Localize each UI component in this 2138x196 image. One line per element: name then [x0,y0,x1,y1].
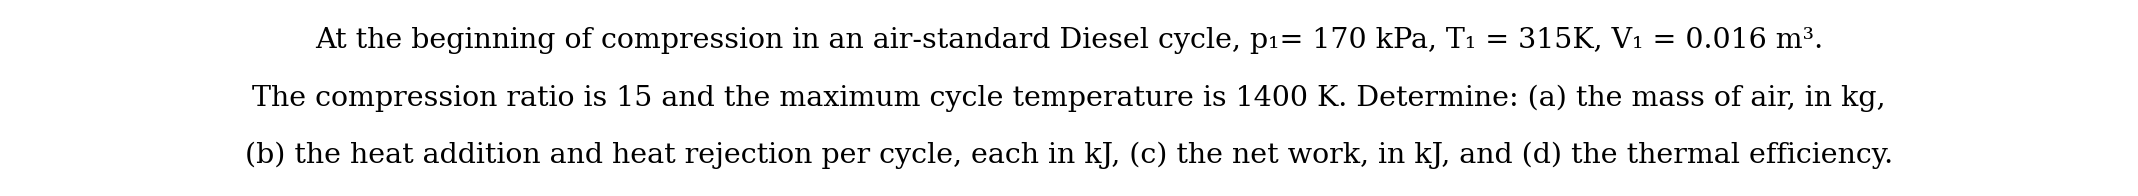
Text: The compression ratio is 15 and the maximum cycle temperature is 1400 K. Determi: The compression ratio is 15 and the maxi… [252,84,1886,112]
Text: At the beginning of compression in an air-standard Diesel cycle, p₁= 170 kPa, T₁: At the beginning of compression in an ai… [314,27,1824,54]
Text: (b) the heat addition and heat rejection per cycle, each in kJ, (c) the net work: (b) the heat addition and heat rejection… [246,142,1892,170]
